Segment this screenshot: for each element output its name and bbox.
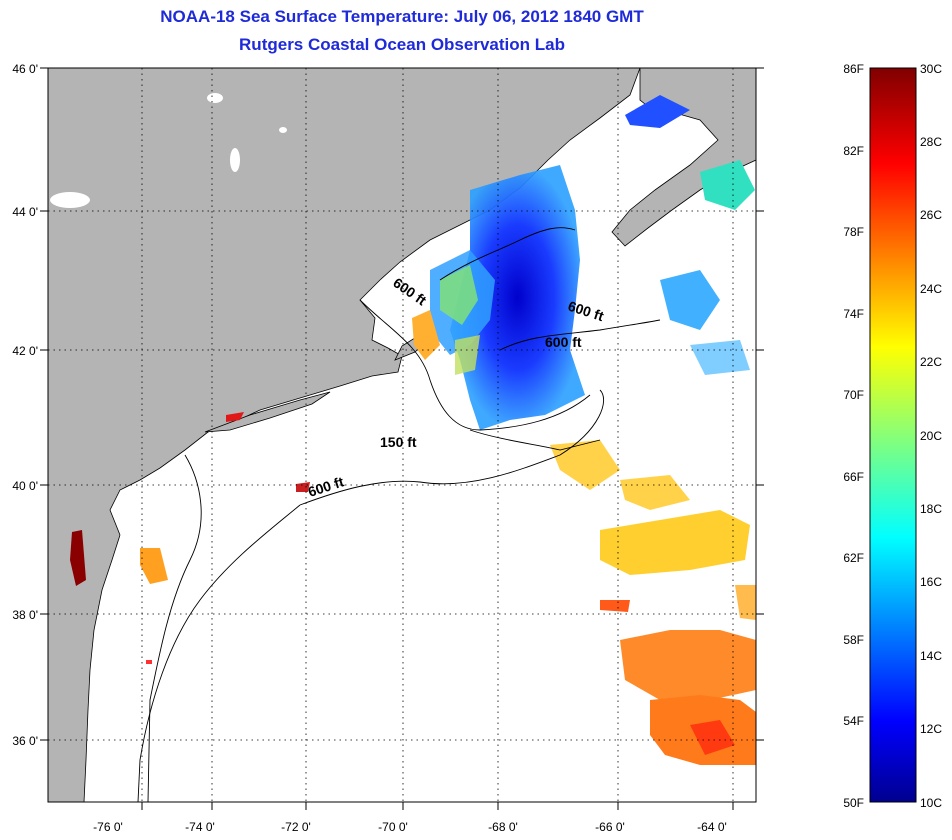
latitude-labels: 46 0' 44 0' 42 0' 40 0' 38 0' 36 0' [12, 62, 38, 748]
colorbar-c-label: 20C [920, 429, 942, 443]
lon-label: -64 0' [697, 820, 727, 834]
map-frame [47, 67, 757, 803]
colorbar-f-label: 50F [843, 796, 864, 810]
colorbar-f-label: 86F [843, 62, 864, 76]
colorbar-f-label: 66F [843, 470, 864, 484]
colorbar-c-labels: 30C 28C 26C 24C 22C 20C 18C 16C 14C 12C … [920, 62, 942, 810]
colorbar-f-label: 82F [843, 144, 864, 158]
map-subtitle: Rutgers Coastal Ocean Observation Lab [239, 35, 565, 54]
contour-label-600ft-e: 600 ft [545, 334, 582, 350]
lat-label: 44 0' [12, 205, 38, 219]
colorbar-c-label: 14C [920, 649, 942, 663]
lat-label: 40 0' [12, 479, 38, 493]
map-title: NOAA-18 Sea Surface Temperature: July 06… [160, 7, 644, 26]
lat-label: 46 0' [12, 62, 38, 76]
graticule [48, 68, 756, 802]
colorbar-c-label: 24C [920, 282, 942, 296]
colorbar-c-label: 28C [920, 135, 942, 149]
colorbar: 86F 82F 78F 74F 70F 66F 62F 58F 54F 50F … [843, 62, 942, 810]
lon-label: -66 0' [595, 820, 625, 834]
colorbar-c-label: 10C [920, 796, 942, 810]
colorbar-f-label: 62F [843, 551, 864, 565]
lon-label: -68 0' [488, 820, 518, 834]
land-long-island [204, 391, 331, 433]
axis-ticks [40, 67, 764, 810]
lon-label: -72 0' [281, 820, 311, 834]
colorbar-c-label: 18C [920, 502, 942, 516]
lat-label: 36 0' [12, 734, 38, 748]
lat-label: 38 0' [12, 608, 38, 622]
longitude-labels: -76 0' -74 0' -72 0' -70 0' -68 0' -66 0… [93, 820, 727, 834]
lat-label: 42 0' [12, 344, 38, 358]
contour-label-150ft: 150 ft [380, 434, 417, 450]
sst-data-layer [70, 95, 756, 765]
map-area: 600 ft 600 ft 600 ft 150 ft 600 ft [48, 68, 756, 802]
colorbar-f-label: 54F [843, 714, 864, 728]
lon-label: -74 0' [185, 820, 215, 834]
colorbar-f-label: 74F [843, 307, 864, 321]
colorbar-c-label: 12C [920, 722, 942, 736]
colorbar-c-label: 26C [920, 208, 942, 222]
lon-label: -76 0' [93, 820, 123, 834]
colorbar-f-label: 58F [843, 633, 864, 647]
colorbar-scale [869, 67, 917, 803]
depth-contours [137, 227, 661, 802]
colorbar-f-label: 78F [843, 225, 864, 239]
lon-label: -70 0' [378, 820, 408, 834]
colorbar-f-labels: 86F 82F 78F 74F 70F 66F 62F 58F 54F 50F [843, 62, 864, 810]
colorbar-c-label: 22C [920, 355, 942, 369]
colorbar-c-label: 16C [920, 575, 942, 589]
colorbar-c-label: 30C [920, 62, 942, 76]
colorbar-f-label: 70F [843, 388, 864, 402]
